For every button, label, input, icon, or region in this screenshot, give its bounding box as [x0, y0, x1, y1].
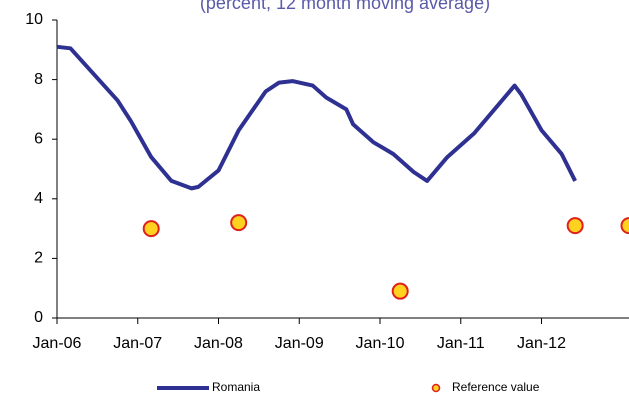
y-tick-label: 8 — [34, 71, 43, 88]
x-tick-label: Jan-11 — [437, 335, 485, 352]
y-tick-label: 4 — [34, 190, 43, 207]
x-tick-label: Jan-08 — [194, 335, 243, 352]
x-tick-label: Jan-09 — [275, 335, 324, 352]
scatter-point — [391, 282, 409, 300]
scatter-point — [566, 217, 584, 235]
x-tick-label: Jan-12 — [517, 335, 566, 352]
legend-label: Romania — [212, 380, 260, 394]
x-tick-label: Jan-07 — [113, 335, 162, 352]
y-tick-label: 2 — [34, 250, 43, 267]
scatter-point — [230, 214, 248, 232]
legend-label: Reference value — [452, 380, 540, 394]
chart-subtitle: (percent, 12 month moving average) — [200, 0, 490, 13]
x-tick-label: Jan-06 — [33, 335, 82, 352]
legend-swatch — [431, 383, 441, 393]
scatter-point — [142, 220, 160, 238]
line-series — [56, 44, 577, 191]
y-tick-label: 6 — [34, 130, 43, 147]
y-tick-label: 0 — [34, 309, 43, 326]
scatter-point — [620, 217, 629, 235]
x-tick-label: Jan-10 — [356, 335, 405, 352]
y-tick-label: 10 — [25, 11, 43, 28]
